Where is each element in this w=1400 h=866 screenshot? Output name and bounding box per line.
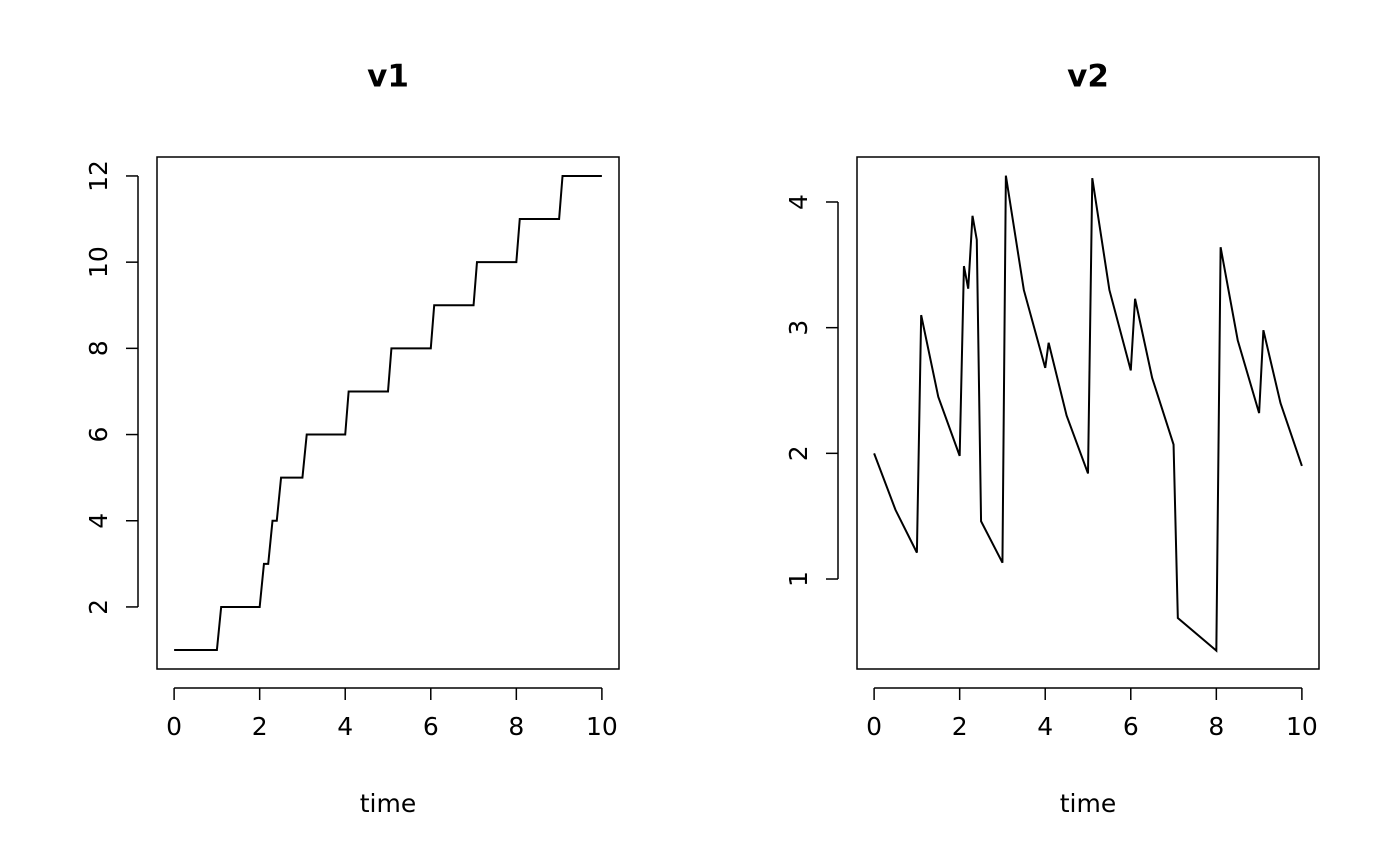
data-line [174,174,602,652]
y-tick-label: 12 [84,160,113,192]
x-tick-label: 8 [1208,712,1224,741]
x-tick-label: 0 [866,712,882,741]
plot-frame [856,156,1320,670]
y-tick-label: 10 [84,246,113,278]
x-axis-label: time [1060,789,1116,818]
x-tick-label: 6 [1123,712,1139,741]
x-tick-label: 4 [1037,712,1053,741]
chart-title: v2 [1067,59,1109,95]
x-axis-label: time [360,789,416,818]
y-tick-label: 4 [84,513,113,529]
y-tick-label: 4 [784,194,813,210]
y-tick-label: 6 [84,427,113,443]
x-tick-label: 0 [166,712,182,741]
x-tick-label: 8 [508,712,524,741]
x-tick-label: 10 [586,712,618,741]
x-tick-label: 2 [252,712,268,741]
y-tick-label: 2 [784,445,813,461]
y-tick-label: 3 [784,320,813,336]
x-tick-label: 2 [952,712,968,741]
y-tick-label: 2 [84,599,113,615]
x-tick-label: 6 [423,712,439,741]
x-tick-label: 10 [1286,712,1318,741]
y-tick-label: 1 [784,571,813,587]
plot-frame [156,156,620,670]
chart-title: v1 [367,59,409,95]
data-line [873,175,1303,653]
y-tick-label: 8 [84,340,113,356]
x-tick-label: 4 [337,712,353,741]
